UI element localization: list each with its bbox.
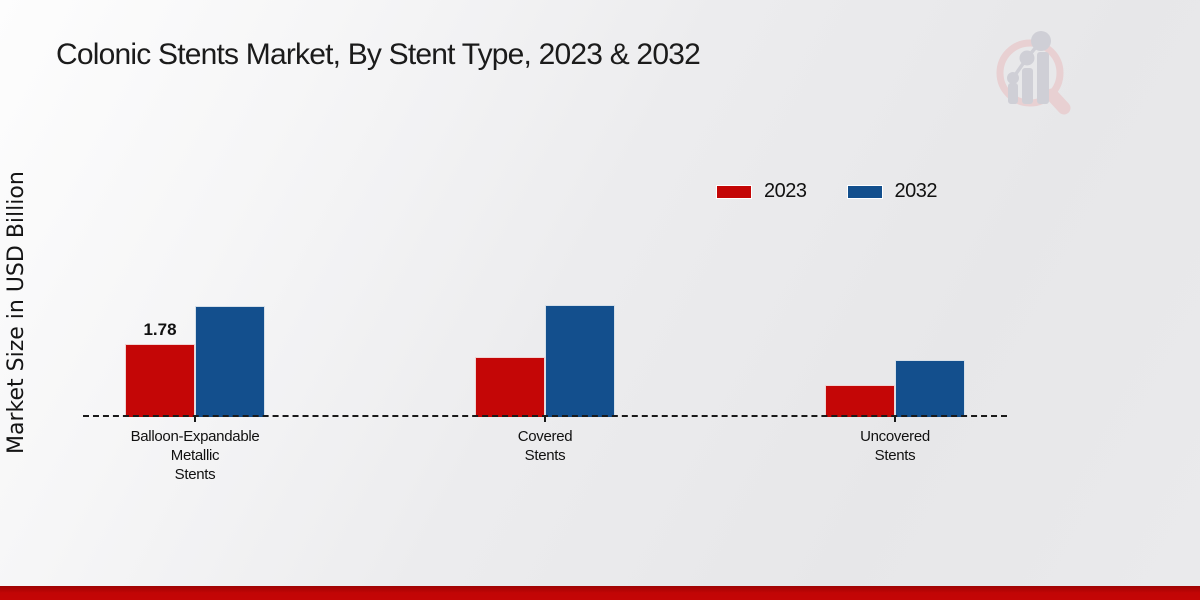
legend-label-2032: 2032 <box>894 180 938 202</box>
bar-2023-category-1 <box>475 357 545 417</box>
y-axis-label: Market Size in USD Billion <box>4 171 29 454</box>
legend-label-2023: 2023 <box>764 180 807 202</box>
bar-2023-category-2 <box>825 385 895 417</box>
bar-2032-category-2 <box>895 360 965 417</box>
market-research-future-logo <box>996 31 1071 115</box>
footer-bar <box>0 586 1200 600</box>
legend-item-2023: 2023 <box>716 180 807 203</box>
legend-swatch-2032 <box>846 184 883 199</box>
bar-2023-category-0 <box>125 344 195 417</box>
x-axis-baseline <box>83 415 1007 417</box>
chart-title: Colonic Stents Market, By Stent Type, 20… <box>56 38 701 71</box>
legend-item-2032: 2032 <box>846 180 938 203</box>
x-axis-tick <box>894 417 896 422</box>
bar-trend-icon <box>1007 31 1051 104</box>
legend: 2023 2032 <box>716 180 937 203</box>
x-axis-category-label: Balloon-Expandable Metallic Stents <box>130 428 260 483</box>
bar-2032-category-1 <box>545 305 615 417</box>
bar-2032-category-0 <box>195 306 265 417</box>
x-axis-tick <box>194 417 196 422</box>
x-axis-category-label: Uncovered Stents <box>860 428 930 464</box>
bar-value-label: 1.78 <box>143 320 177 339</box>
x-axis-category-label: Covered Stents <box>517 428 573 464</box>
legend-swatch-2023 <box>716 184 752 199</box>
x-axis-tick <box>544 417 546 422</box>
